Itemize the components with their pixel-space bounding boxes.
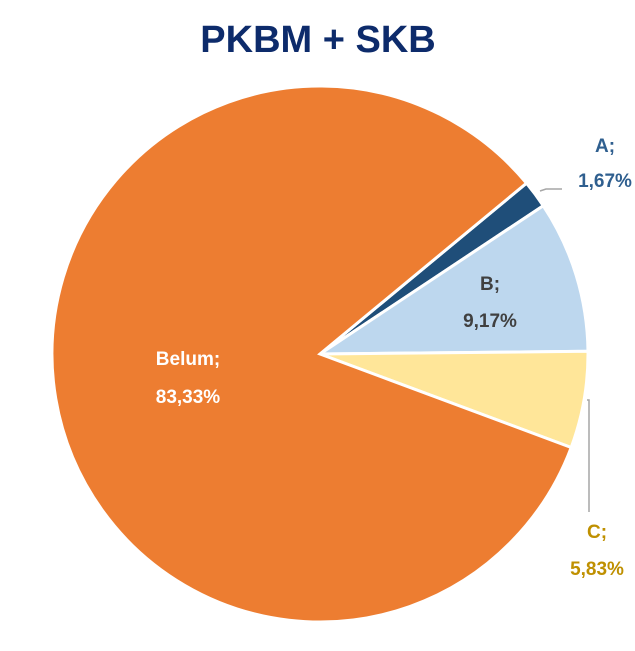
leader-line [587,399,590,512]
chart-title: PKBM + SKB [200,19,435,61]
data-label-value: 83,33% [156,387,221,408]
data-label-value: 5,83% [570,559,624,580]
data-label-category: Belum; [156,349,220,370]
pie-slice [50,84,574,624]
data-label-value: 9,17% [463,311,517,332]
data-label-category: B; [480,274,500,295]
data-label-value: 1,67% [578,171,632,192]
leader-line [539,188,562,192]
data-label-category: A; [595,136,615,157]
data-label-category: C; [587,522,607,543]
pie-slice [314,203,590,356]
